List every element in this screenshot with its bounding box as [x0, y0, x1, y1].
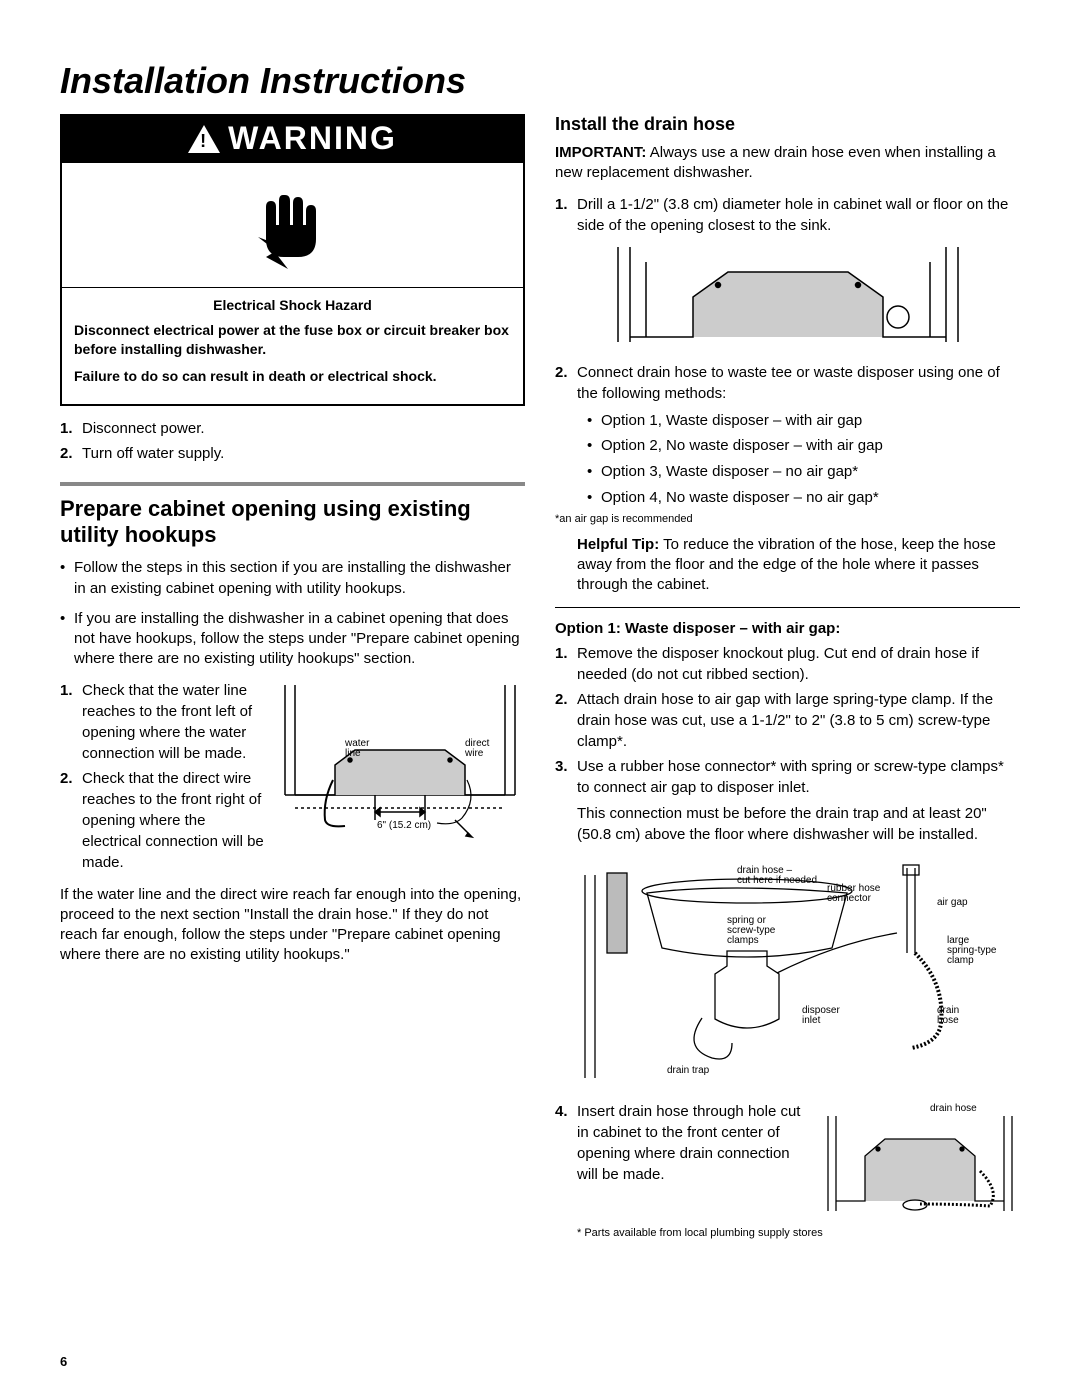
warning-line-1: Disconnect electrical power at the fuse …	[74, 321, 511, 359]
warning-icon-area	[62, 163, 523, 288]
section-rule	[60, 482, 525, 486]
left-heading: Prepare cabinet opening using existing u…	[60, 496, 525, 549]
warning-line-2: Failure to do so can result in death or …	[74, 367, 511, 386]
page-title: Installation Instructions	[60, 60, 1020, 102]
warning-triangle-icon	[188, 125, 220, 153]
left-steps: 1.Check that the water line reaches to t…	[60, 680, 265, 873]
right-step-1: 1.Drill a 1-1/2" (3.8 cm) diameter hole …	[577, 194, 1020, 236]
option1-head: Option 1: Waste disposer – with air gap:	[555, 620, 1020, 637]
right-steps-c: 4.Insert drain hose through hole cut in …	[555, 1101, 806, 1189]
right-column: Install the drain hose IMPORTANT: Always…	[555, 114, 1020, 1239]
right-steps-b: 2.Connect drain hose to waste tee or was…	[555, 362, 1020, 509]
o1-step-3: 3.Use a rubber hose connector* with spri…	[577, 756, 1020, 845]
svg-text:clamps: clamps	[727, 935, 759, 946]
warning-header-text: WARNING	[228, 120, 397, 157]
svg-text:drain trap: drain trap	[667, 1065, 710, 1076]
svg-text:cut here if needed: cut here if needed	[737, 875, 817, 886]
options-list: Option 1, Waste disposer – with air gap …	[577, 410, 1020, 509]
warning-box: WARNING Electrical Shock Hazard Disconne…	[60, 114, 525, 406]
svg-text:air gap: air gap	[937, 897, 968, 908]
svg-text:inlet: inlet	[802, 1015, 821, 1026]
svg-text:wire: wire	[464, 748, 484, 759]
important-line: IMPORTANT: Always use a new drain hose e…	[555, 143, 1020, 184]
top-step-2: 2.Turn off water supply.	[82, 443, 525, 464]
option-2: Option 2, No waste disposer – with air g…	[601, 435, 1020, 457]
option-3: Option 3, Waste disposer – no air gap*	[601, 461, 1020, 483]
option-4: Option 4, No waste disposer – no air gap…	[601, 487, 1020, 509]
drill-hole-figure	[555, 242, 1020, 352]
o1-step-1: 1.Remove the disposer knockout plug. Cut…	[577, 643, 1020, 685]
top-steps: 1.Disconnect power. 2.Turn off water sup…	[60, 418, 525, 464]
hazard-title: Electrical Shock Hazard	[74, 296, 511, 315]
page-number: 6	[60, 1354, 67, 1369]
svg-text:clamp: clamp	[947, 955, 974, 966]
airgap-note: *an air gap is recommended	[555, 513, 1020, 525]
top-step-1: 1.Disconnect power.	[82, 418, 525, 439]
helpful-tip: Helpful Tip: To reduce the vibration of …	[555, 535, 1020, 596]
left-after-text: If the water line and the direct wire re…	[60, 885, 525, 966]
left-step-2: 2.Check that the direct wire reaches to …	[82, 768, 265, 873]
warning-text: Electrical Shock Hazard Disconnect elect…	[62, 288, 523, 404]
svg-text:connector: connector	[827, 893, 872, 904]
left-bullets: Follow the steps in this section if you …	[60, 558, 525, 669]
electric-hand-icon	[248, 177, 338, 277]
option1-steps: 1.Remove the disposer knockout plug. Cut…	[555, 643, 1020, 845]
left-column: WARNING Electrical Shock Hazard Disconne…	[60, 114, 525, 1239]
o1-step-2: 2.Attach drain hose to air gap with larg…	[577, 689, 1020, 752]
parts-note: * Parts available from local plumbing su…	[555, 1227, 1020, 1239]
cabinet-hookup-figure: water line direct wire 6" (15.2 cm)	[275, 680, 525, 877]
svg-text:line: line	[345, 748, 361, 759]
fig-label-dim: 6" (15.2 cm)	[377, 820, 431, 831]
thin-rule	[555, 607, 1020, 608]
drain-hose-cabinet-figure: drain hose	[820, 1101, 1020, 1221]
right-heading: Install the drain hose	[555, 114, 1020, 135]
option-1: Option 1, Waste disposer – with air gap	[601, 410, 1020, 432]
right-step-4: 4.Insert drain hose through hole cut in …	[577, 1101, 806, 1185]
right-steps-a: 1.Drill a 1-1/2" (3.8 cm) diameter hole …	[555, 194, 1020, 236]
left-bullet-1: Follow the steps in this section if you …	[74, 558, 525, 599]
svg-text:drain hose: drain hose	[930, 1103, 977, 1114]
left-step-1: 1.Check that the water line reaches to t…	[82, 680, 265, 764]
o1-step-3b: This connection must be before the drain…	[577, 804, 1020, 845]
disposer-figure: drain hose – cut here if needed rubber h…	[577, 863, 1020, 1093]
right-step-2: 2.Connect drain hose to waste tee or was…	[577, 362, 1020, 509]
warning-header: WARNING	[62, 116, 523, 163]
svg-text:hose: hose	[937, 1015, 959, 1026]
left-bullet-2: If you are installing the dishwasher in …	[74, 609, 525, 670]
